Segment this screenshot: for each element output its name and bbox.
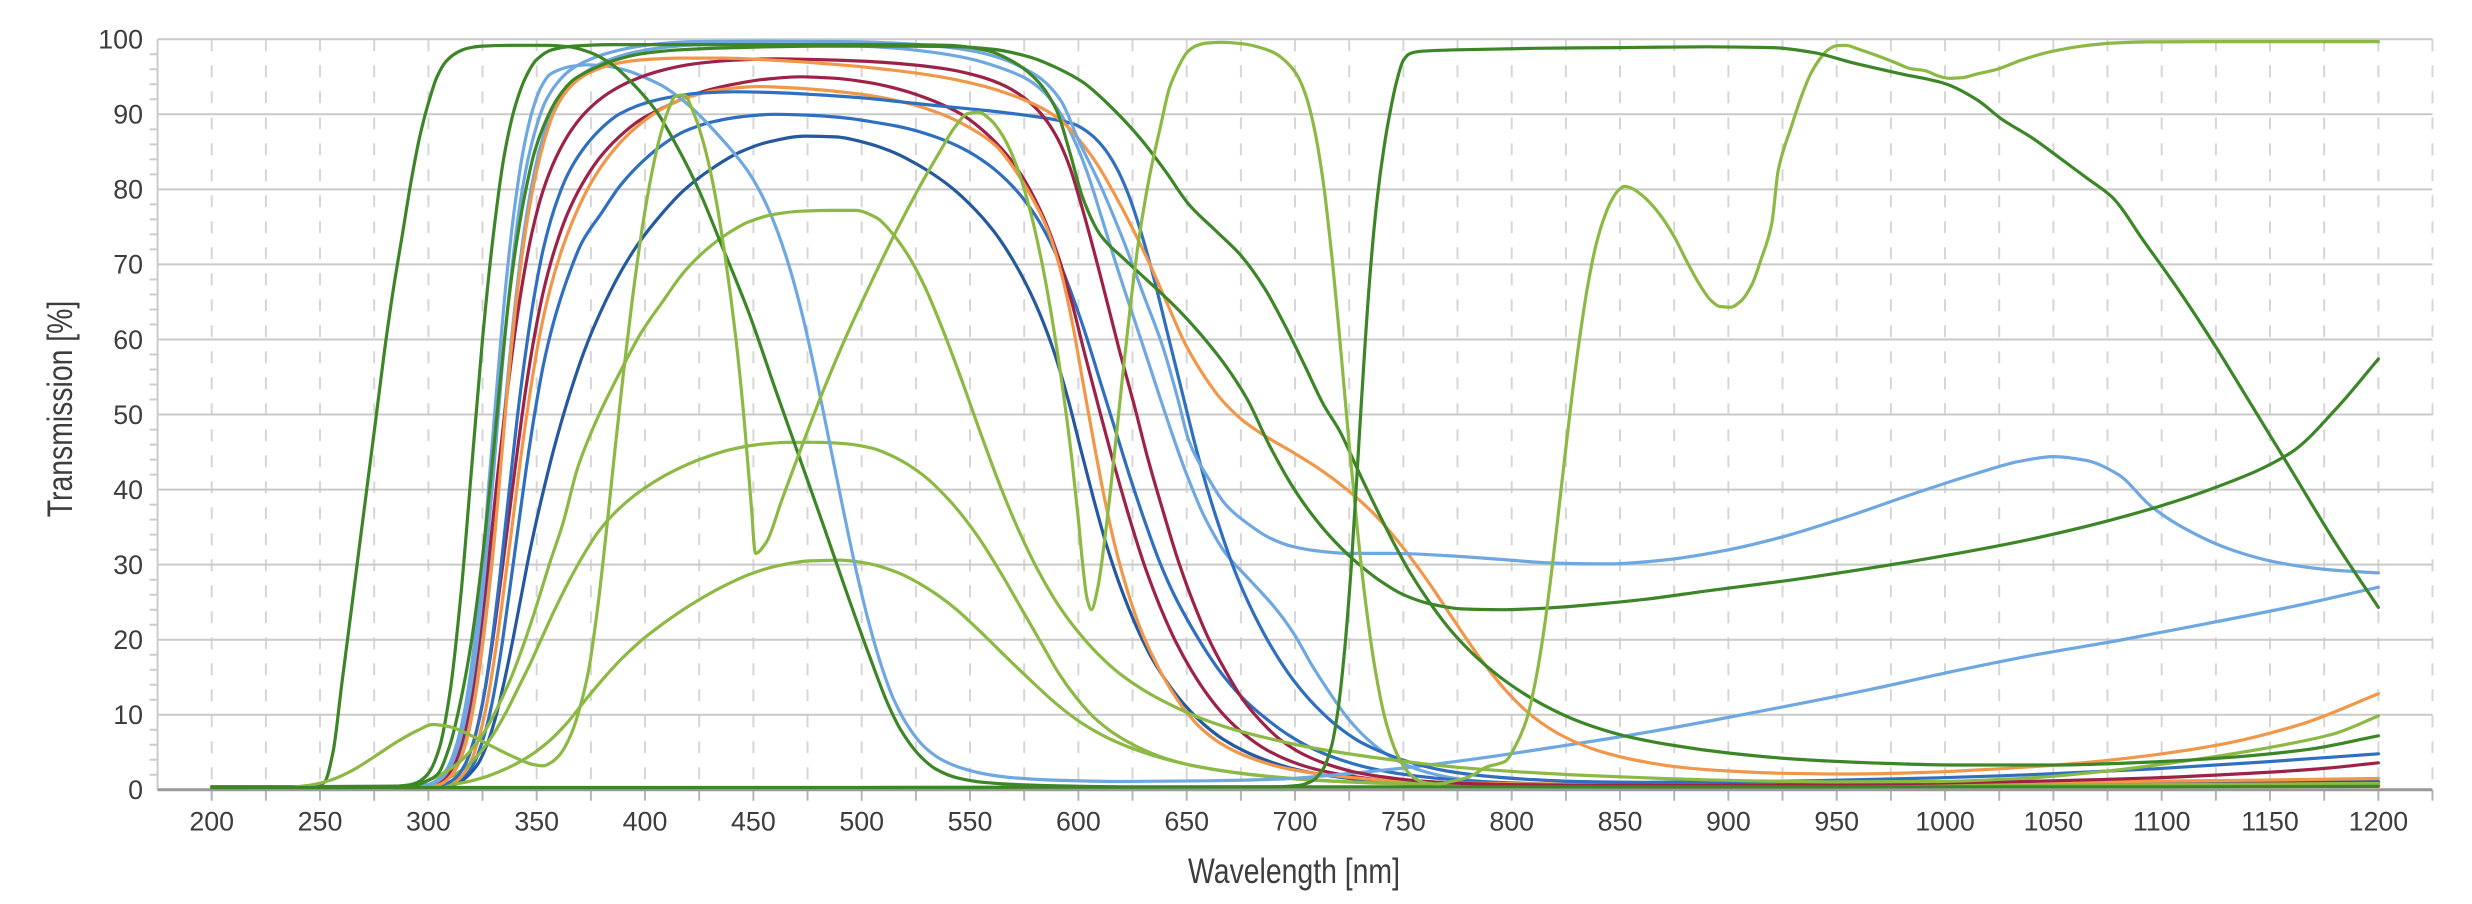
svg-text:800: 800	[1489, 807, 1534, 837]
svg-text:200: 200	[189, 807, 234, 837]
svg-text:20: 20	[113, 625, 143, 655]
svg-text:650: 650	[1164, 807, 1209, 837]
svg-text:100: 100	[98, 25, 143, 55]
svg-text:400: 400	[623, 807, 668, 837]
svg-text:60: 60	[113, 325, 143, 355]
svg-text:1050: 1050	[2024, 807, 2084, 837]
svg-text:300: 300	[406, 807, 451, 837]
svg-text:250: 250	[298, 807, 343, 837]
svg-text:500: 500	[839, 807, 884, 837]
svg-text:50: 50	[113, 400, 143, 430]
svg-text:600: 600	[1056, 807, 1101, 837]
svg-text:40: 40	[113, 475, 143, 505]
svg-text:1100: 1100	[2133, 807, 2191, 837]
svg-text:750: 750	[1381, 807, 1426, 837]
svg-text:1200: 1200	[2349, 807, 2409, 837]
svg-text:550: 550	[948, 807, 993, 837]
svg-text:1000: 1000	[1915, 807, 1975, 837]
svg-text:Wavelength [nm]: Wavelength [nm]	[1188, 851, 1400, 891]
svg-text:10: 10	[113, 700, 143, 730]
svg-text:350: 350	[514, 807, 559, 837]
svg-text:30: 30	[113, 550, 143, 580]
svg-text:80: 80	[113, 175, 143, 205]
svg-text:450: 450	[731, 807, 776, 837]
svg-text:90: 90	[113, 100, 143, 130]
svg-text:850: 850	[1598, 807, 1643, 837]
svg-text:950: 950	[1814, 807, 1859, 837]
svg-text:Transmission [%]: Transmission [%]	[40, 301, 80, 518]
svg-text:700: 700	[1273, 807, 1318, 837]
svg-text:0: 0	[128, 775, 143, 805]
svg-text:70: 70	[113, 250, 143, 280]
svg-text:900: 900	[1706, 807, 1751, 837]
svg-text:1150: 1150	[2241, 807, 2299, 837]
